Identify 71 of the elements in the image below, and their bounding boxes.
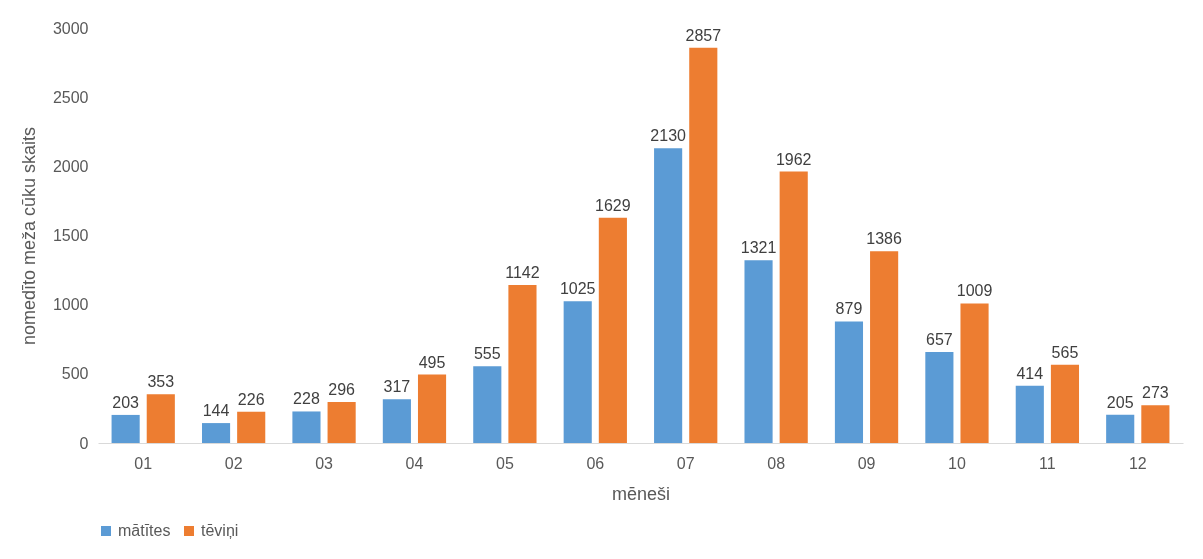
- data-label: 353: [147, 373, 175, 391]
- data-label: 1025: [559, 280, 596, 298]
- data-label: 565: [1051, 343, 1079, 361]
- x-tick-label: 07: [676, 454, 695, 472]
- x-tick-label: 05: [495, 454, 514, 472]
- y-tick-label: 0: [79, 434, 89, 452]
- x-tick-label: 11: [1039, 454, 1056, 472]
- bar: [237, 411, 266, 443]
- data-label: 273: [1142, 384, 1169, 402]
- data-label: 1321: [740, 239, 777, 257]
- data-label: 1629: [595, 196, 631, 214]
- data-label: 2130: [650, 127, 687, 145]
- x-tick-label: 08: [767, 454, 786, 472]
- bar: [779, 171, 808, 443]
- data-label: 1009: [956, 282, 993, 300]
- legend-label: mātītes: [118, 522, 171, 539]
- x-tick-label: 03: [315, 454, 334, 472]
- bar: [111, 414, 140, 443]
- x-tick-label: 01: [134, 454, 153, 472]
- data-label: 1386: [866, 230, 903, 248]
- data-label: 317: [383, 378, 411, 396]
- bar: [689, 47, 718, 443]
- y-tick-label: 500: [61, 365, 89, 383]
- data-label: 228: [293, 390, 320, 408]
- data-label: 144: [202, 402, 230, 420]
- x-axis-title: mēneši: [611, 483, 671, 504]
- y-axis-title: nomedīto meža cūku skaits: [18, 126, 39, 346]
- data-label: 2857: [685, 26, 722, 44]
- x-tick-label: 02: [224, 454, 243, 472]
- x-tick-label: 12: [1128, 454, 1147, 472]
- data-label: 657: [926, 331, 953, 349]
- data-label: 1962: [775, 150, 812, 168]
- bar: [834, 321, 864, 443]
- bar: [870, 251, 899, 443]
- data-label: 495: [418, 353, 446, 371]
- data-label: 203: [112, 393, 140, 411]
- x-tick-label: 09: [857, 454, 876, 472]
- bar: [327, 402, 356, 443]
- bar: [960, 303, 989, 443]
- bar: [598, 217, 627, 443]
- y-tick-label: 1500: [52, 227, 89, 244]
- bar: [1050, 364, 1080, 443]
- y-tick-label: 1000: [52, 296, 89, 314]
- data-label: 296: [328, 381, 356, 399]
- x-tick-label: 04: [405, 454, 424, 472]
- bar: [1106, 414, 1135, 443]
- x-tick-label: 06: [586, 454, 605, 472]
- y-tick-label: 2500: [52, 88, 89, 106]
- bar: [563, 301, 592, 443]
- data-label: 414: [1016, 364, 1044, 382]
- bar: [925, 352, 954, 443]
- bar: [292, 411, 321, 443]
- data-label: 879: [835, 300, 863, 318]
- x-tick-label: 10: [948, 454, 966, 472]
- data-label: 555: [473, 345, 501, 363]
- bar: [744, 260, 773, 443]
- y-tick-label: 2000: [52, 157, 89, 175]
- bar: [417, 374, 447, 443]
- bar: [654, 148, 683, 443]
- bar: [201, 423, 231, 443]
- legend-label: tēviņi: [201, 522, 239, 539]
- bar: [382, 399, 411, 443]
- y-tick-label: 3000: [52, 19, 89, 37]
- bar: [146, 394, 175, 443]
- bar: [508, 285, 537, 443]
- data-label: 226: [237, 390, 265, 408]
- data-label: 1142: [505, 264, 540, 282]
- bar: [473, 366, 502, 443]
- bar: [1141, 405, 1170, 443]
- bar: [1015, 385, 1044, 443]
- data-label: 205: [1106, 393, 1134, 411]
